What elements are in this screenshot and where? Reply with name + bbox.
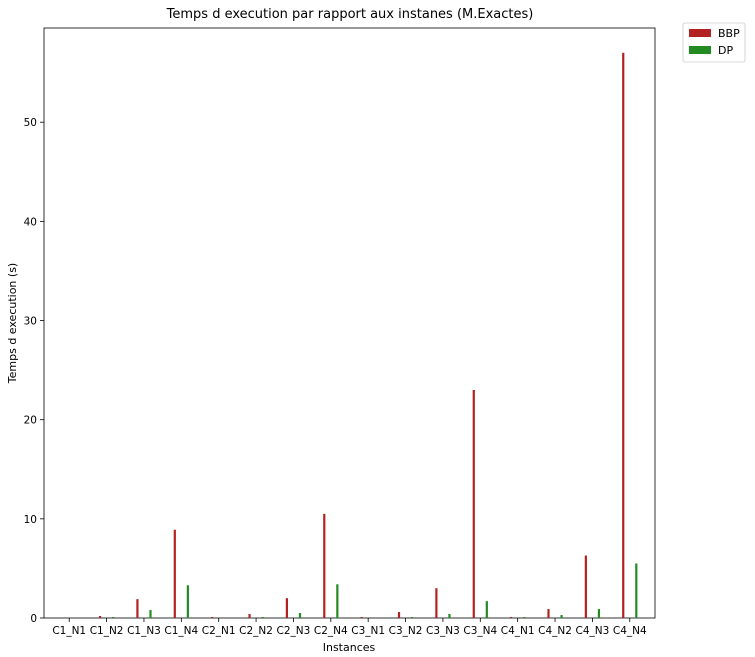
bar-bbp-c1-n2 bbox=[98, 616, 102, 618]
y-axis-label: Temps d execution (s) bbox=[6, 263, 19, 384]
x-tick-label: C2_N4 bbox=[314, 625, 348, 637]
bar-dp-c4-n1 bbox=[523, 617, 526, 618]
bar-bbp-c1-n4 bbox=[173, 529, 176, 618]
x-tick-label: C4_N4 bbox=[613, 625, 647, 637]
x-tick-label: C2_N2 bbox=[239, 625, 273, 637]
x-tick-label: C1_N2 bbox=[90, 625, 124, 637]
x-tick-label: C2_N1 bbox=[202, 625, 236, 637]
bar-bbp-c2-n4 bbox=[323, 513, 326, 618]
bar-bbp-c3-n4 bbox=[472, 389, 475, 618]
y-tick-label: 50 bbox=[24, 117, 37, 129]
bar-bbp-c4-n4 bbox=[622, 52, 625, 619]
bar-dp-c2-n2 bbox=[261, 617, 264, 618]
x-tick-label: C4_N1 bbox=[501, 625, 535, 637]
x-tick-label: C1_N4 bbox=[164, 625, 198, 637]
legend-label-dp: DP bbox=[718, 44, 733, 57]
bar-dp-c2-n3 bbox=[298, 613, 302, 618]
x-tick-label: C3_N3 bbox=[426, 625, 460, 637]
x-axis-ticks: C1_N1 C1_N2 C1_N3 C1_N4 C2_N1 C2_N2 C2_N3 C2_N4… bbox=[52, 618, 647, 637]
bar-bbp-c3-n2 bbox=[397, 612, 401, 618]
plot-frame bbox=[43, 27, 656, 619]
bar-bbp-c1-n3 bbox=[136, 599, 139, 618]
bar-bbp-c2-n2 bbox=[248, 614, 251, 618]
x-tick-label: C1_N3 bbox=[127, 625, 161, 637]
bar-dp-c1-n2 bbox=[112, 617, 115, 618]
y-tick-label: 30 bbox=[24, 316, 37, 328]
legend-swatch-dp bbox=[689, 46, 711, 54]
x-tick-label: C1_N1 bbox=[52, 625, 86, 637]
bar-dp-c1-n3 bbox=[149, 610, 152, 618]
bar-bbp-c3-n3 bbox=[435, 588, 438, 618]
legend-label-bbp: BBP bbox=[718, 27, 740, 40]
x-tick-label: C4_N3 bbox=[576, 625, 610, 637]
legend-swatch-bbp bbox=[689, 29, 711, 37]
y-tick-label: 40 bbox=[24, 216, 37, 228]
bar-bbp-c2-n3 bbox=[285, 598, 289, 618]
x-tick-label: C4_N2 bbox=[538, 625, 572, 637]
bar-dp-c1-n4 bbox=[186, 585, 189, 618]
bar-bbp-c4-n2 bbox=[547, 609, 550, 618]
bars-group bbox=[98, 52, 638, 619]
x-tick-label: C3_N1 bbox=[351, 625, 385, 637]
y-tick-label: 0 bbox=[30, 613, 37, 625]
x-tick-label: C3_N2 bbox=[389, 625, 423, 637]
y-tick-label: 10 bbox=[24, 514, 37, 526]
x-axis-label: Instances bbox=[323, 641, 376, 654]
x-tick-label: C2_N3 bbox=[277, 625, 311, 637]
bar-bbp-c3-n1 bbox=[360, 617, 363, 618]
bar-dp-c4-n3 bbox=[597, 609, 601, 618]
chart-title: Temps d execution par rapport aux instan… bbox=[166, 7, 534, 22]
y-tick-label: 20 bbox=[24, 415, 37, 427]
y-axis-ticks: 0 10 20 30 40 50 bbox=[24, 117, 44, 625]
x-tick-label: C3_N4 bbox=[463, 625, 497, 637]
bar-dp-c3-n3 bbox=[448, 614, 451, 618]
bar-dp-c4-n2 bbox=[560, 615, 563, 618]
bar-bbp-c2-n1 bbox=[211, 617, 214, 618]
bar-dp-c2-n4 bbox=[336, 584, 339, 618]
bar-bbp-c4-n3 bbox=[584, 555, 587, 618]
bar-bbp-c4-n1 bbox=[510, 617, 513, 618]
bar-dp-c3-n2 bbox=[410, 617, 414, 618]
bar-dp-c3-n4 bbox=[485, 601, 488, 618]
bar-dp-c4-n4 bbox=[635, 563, 638, 618]
legend: BBP DP bbox=[682, 22, 746, 63]
